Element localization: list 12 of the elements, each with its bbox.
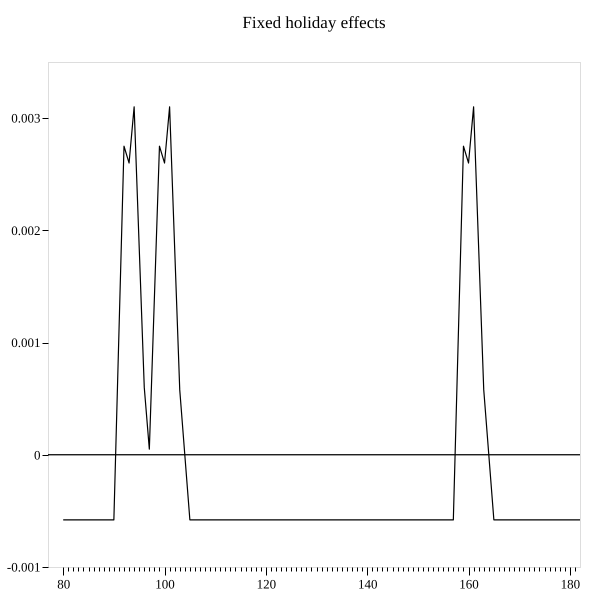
y-tick-label: 0 [34,447,40,462]
x-tick-label: 180 [560,576,580,592]
x-tick-label: 100 [155,576,175,592]
y-tick-label: 0.001 [11,335,40,350]
chart-title: Fixed holiday effects [242,13,386,32]
x-tick-label: 80 [57,576,70,592]
x-tick-label: 140 [358,576,378,592]
y-tick-label: 0.002 [11,222,40,238]
x-tick-label: 160 [459,576,479,592]
y-tick-label: 0.003 [11,110,40,126]
x-tick-label: 120 [256,576,276,592]
y-tick-label: -0.001 [6,560,40,574]
